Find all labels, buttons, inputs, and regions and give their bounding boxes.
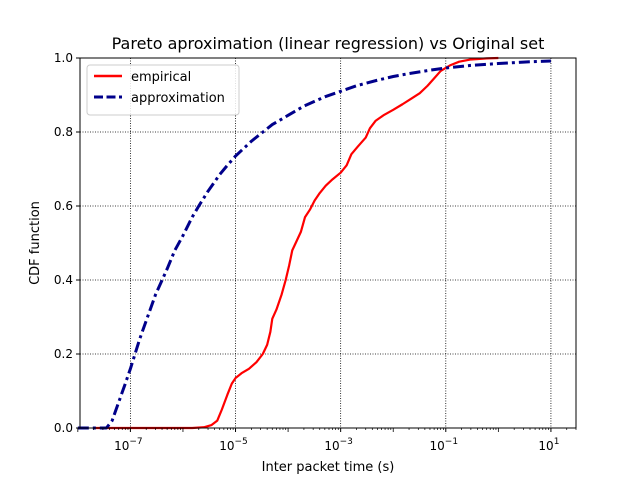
x-tick-label-exponent: −3 — [340, 437, 353, 447]
x-tick-label: 10−3 — [324, 437, 353, 453]
x-tick-label-base: 10 — [538, 439, 553, 453]
x-axis-ticks: 10−7 10−5 10−3 10−1 101 — [77, 428, 577, 453]
series-line-approximation — [77, 59, 551, 430]
y-axis-ticks: 0.0 0.2 0.4 0.6 0.8 1.0 — [54, 51, 80, 435]
x-axis-label: Inter packet time (s) — [262, 460, 395, 475]
x-tick-label-base: 10 — [114, 439, 129, 453]
x-tick-label-exponent: −7 — [129, 437, 142, 447]
y-tick-label: 1.0 — [54, 51, 73, 65]
series-line-empirical — [93, 56, 499, 430]
legend-label-empirical: empirical — [131, 70, 191, 85]
x-tick-label: 10−5 — [219, 437, 248, 453]
y-tick-label: 0.4 — [54, 273, 73, 287]
x-tick-label-exponent: 1 — [554, 437, 560, 447]
chart-title: Pareto aproximation (linear regression) … — [112, 34, 545, 53]
x-tick-label-base: 10 — [219, 439, 234, 453]
legend-label-approximation: approximation — [131, 91, 225, 106]
x-tick-label-base: 10 — [324, 439, 339, 453]
y-tick-label: 0.0 — [54, 421, 73, 435]
y-tick-label: 0.8 — [54, 125, 73, 139]
y-tick-label: 0.6 — [54, 199, 73, 213]
x-tick-label-exponent: −5 — [235, 437, 248, 447]
grid-lines — [80, 57, 576, 428]
legend-box — [86, 64, 240, 116]
x-tick-label-exponent: −1 — [445, 437, 458, 447]
x-tick-label: 10−7 — [114, 437, 143, 453]
legend: empirical approximation — [86, 64, 240, 116]
series-layer — [77, 56, 551, 430]
x-tick-label-base: 10 — [430, 439, 445, 453]
x-tick-label: 101 — [538, 437, 559, 453]
y-axis-label: CDF function — [28, 201, 43, 285]
plot-frame — [79, 57, 577, 429]
x-tick-label: 10−1 — [430, 437, 459, 453]
y-tick-label: 0.2 — [54, 347, 73, 361]
